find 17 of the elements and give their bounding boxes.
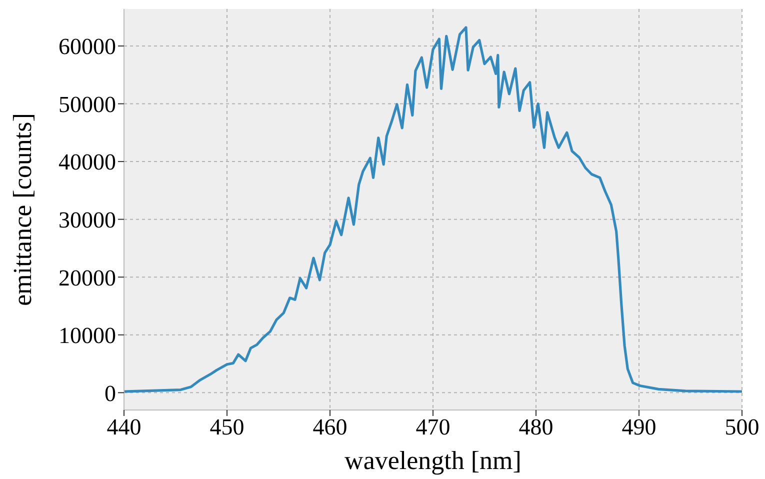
x-tick-label: 480 <box>518 414 554 440</box>
x-tick-label: 470 <box>416 414 450 440</box>
line-series <box>124 26 742 393</box>
y-tick-label: 20000 <box>58 265 116 290</box>
y-tick-label: 10000 <box>58 323 116 348</box>
x-tick-label: 490 <box>622 414 656 440</box>
y-tick-label: 40000 <box>58 150 116 175</box>
x-tick-label: 440 <box>106 414 142 440</box>
x-axis-title: wavelength [nm] <box>344 446 522 475</box>
x-tick-label: 460 <box>312 414 348 440</box>
y-tick-label: 50000 <box>58 92 116 117</box>
x-tick-label: 450 <box>210 414 244 440</box>
y-tick-label: 30000 <box>58 207 116 232</box>
x-tick-label: 500 <box>724 414 760 440</box>
y-axis-title: emittance [counts] <box>8 113 38 306</box>
y-tick-label: 0 <box>104 380 116 406</box>
y-tick-label: 60000 <box>58 34 116 60</box>
